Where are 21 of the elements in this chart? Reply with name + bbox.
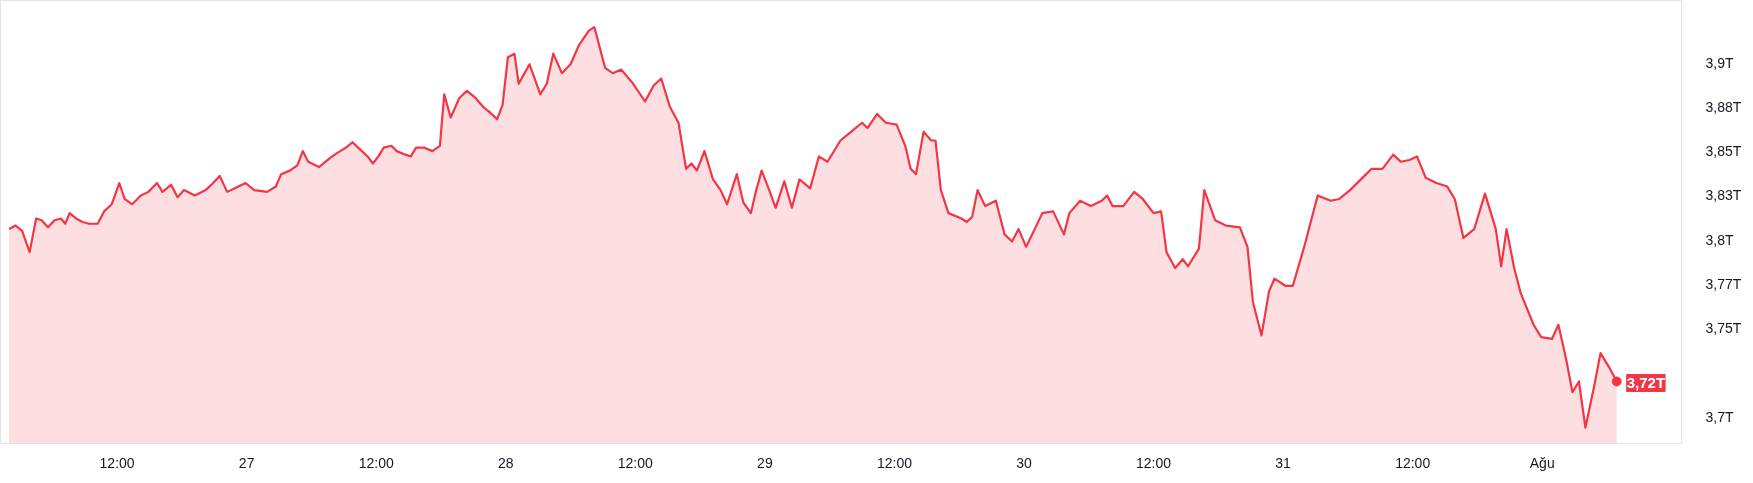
x-tick-label: Ağu	[1529, 454, 1555, 471]
y-tick-label: 3,7T	[1705, 408, 1734, 425]
y-tick-label: 3,75T	[1705, 320, 1742, 337]
x-tick-label: 28	[497, 454, 514, 471]
annotation: 3,72T	[1626, 374, 1666, 392]
y-tick-label: 3,77T	[1705, 276, 1742, 293]
y-tick-label: 3,8T	[1705, 231, 1734, 248]
y-tick-label: 3,83T	[1705, 187, 1742, 204]
x-tick-label: 12:00	[1395, 454, 1431, 471]
y-tick-label: 3,85T	[1705, 143, 1742, 160]
x-tick-label: 12:00	[617, 454, 654, 471]
x-tick-label: 12:00	[1136, 454, 1172, 471]
y-tick-label: 3,9T	[1705, 54, 1734, 71]
x-tick-label: 12:00	[99, 454, 135, 471]
x-tick-label: 30	[1016, 454, 1032, 471]
x-tick-label: 27	[238, 454, 255, 471]
x-tick-label: 31	[1275, 454, 1292, 471]
x-tick-label: 29	[757, 454, 773, 471]
x-tick-label: 12:00	[358, 454, 394, 471]
x-tick-label: 12:00	[876, 454, 913, 471]
y-tick-label: 3,88T	[1705, 98, 1742, 115]
